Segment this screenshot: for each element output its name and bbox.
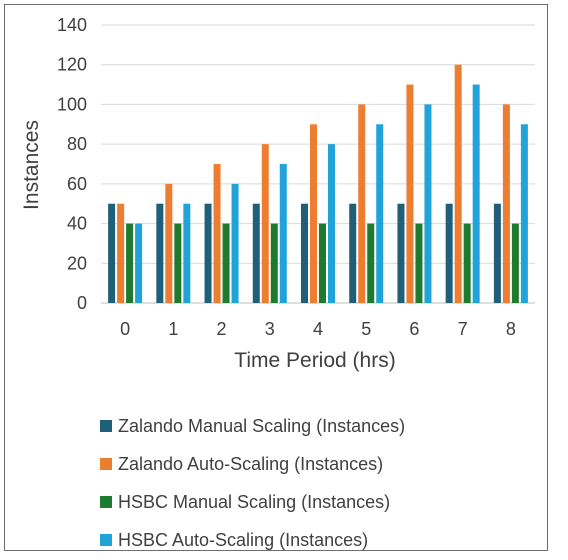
legend: Zalando Manual Scaling (Instances) Zalan… (100, 407, 405, 559)
y-tick-label: 80 (67, 134, 87, 154)
bar (183, 203, 191, 303)
bar (108, 203, 116, 303)
legend-swatch (100, 458, 112, 470)
y-tick-label: 120 (57, 55, 87, 75)
bar (358, 104, 366, 303)
legend-swatch (100, 496, 112, 508)
bar (454, 64, 462, 303)
bar (252, 203, 260, 303)
y-tick-label: 40 (67, 214, 87, 234)
bar (126, 223, 134, 303)
bar (135, 223, 143, 303)
bar (472, 84, 480, 303)
x-tick-label: 5 (361, 319, 371, 339)
bar (117, 203, 125, 303)
bar (463, 223, 471, 303)
bar (231, 183, 239, 303)
legend-swatch (100, 420, 112, 432)
x-tick-label: 7 (458, 319, 468, 339)
bar (204, 203, 212, 303)
y-tick-label: 140 (57, 15, 87, 35)
y-tick-label: 0 (77, 293, 87, 313)
gridlines (101, 24, 535, 304)
x-tick-label: 3 (265, 319, 275, 339)
x-tick-label: 4 (313, 319, 323, 339)
bar (493, 203, 501, 303)
bar (502, 104, 510, 303)
legend-label: Zalando Manual Scaling (Instances) (118, 415, 406, 436)
bar (319, 223, 326, 303)
bar (328, 144, 335, 303)
bar (349, 203, 357, 303)
y-tick-label: 60 (67, 174, 87, 194)
legend-label: HSBC Auto-Scaling (Instances) (118, 529, 369, 550)
legend-swatch (100, 534, 112, 546)
chart-frame: 0 20 40 60 80 100 120 140 0 1 2 3 4 5 6 7 8 Time Period… (4, 4, 548, 551)
bar (174, 223, 182, 303)
y-axis-title: Instances (20, 120, 43, 210)
bar (367, 223, 375, 303)
x-axis-title: Time Period (hrs) (234, 349, 395, 372)
y-tick-labels: 0 20 40 60 80 100 120 140 (57, 15, 87, 313)
legend-label: Zalando Auto-Scaling (Instances) (118, 453, 384, 474)
bar (415, 223, 423, 303)
x-tick-label: 0 (120, 319, 130, 339)
x-tick-label: 1 (168, 319, 178, 339)
x-tick-label: 6 (409, 319, 419, 339)
legend-item: Zalando Auto-Scaling (Instances) (100, 445, 405, 483)
x-tick-label: 2 (217, 319, 227, 339)
bar (406, 84, 414, 303)
y-tick-label: 100 (57, 94, 87, 114)
bar (213, 164, 221, 303)
x-tick-labels: 0 1 2 3 4 5 6 7 8 (120, 319, 516, 339)
bar (424, 104, 432, 303)
bar (301, 203, 308, 303)
bar (165, 183, 173, 303)
bar (397, 203, 405, 303)
bar (222, 223, 230, 303)
legend-item: Zalando Manual Scaling (Instances) (100, 407, 405, 445)
legend-item: HSBC Manual Scaling (Instances) (100, 483, 405, 521)
bar (520, 124, 528, 304)
bar (156, 203, 164, 303)
legend-item: HSBC Auto-Scaling (Instances) (100, 521, 405, 559)
bar (279, 164, 287, 303)
bars (108, 64, 528, 304)
bar-chart: 0 20 40 60 80 100 120 140 0 1 2 3 4 5 6 7 8 Time Period… (20, 15, 535, 372)
legend-label: HSBC Manual Scaling (Instances) (118, 491, 391, 512)
bar (310, 124, 317, 304)
bar (445, 203, 453, 303)
bar (270, 223, 278, 303)
bar (261, 144, 269, 303)
x-tick-label: 8 (506, 319, 516, 339)
bar (511, 223, 519, 303)
y-tick-label: 20 (67, 253, 87, 273)
bar (376, 124, 384, 304)
